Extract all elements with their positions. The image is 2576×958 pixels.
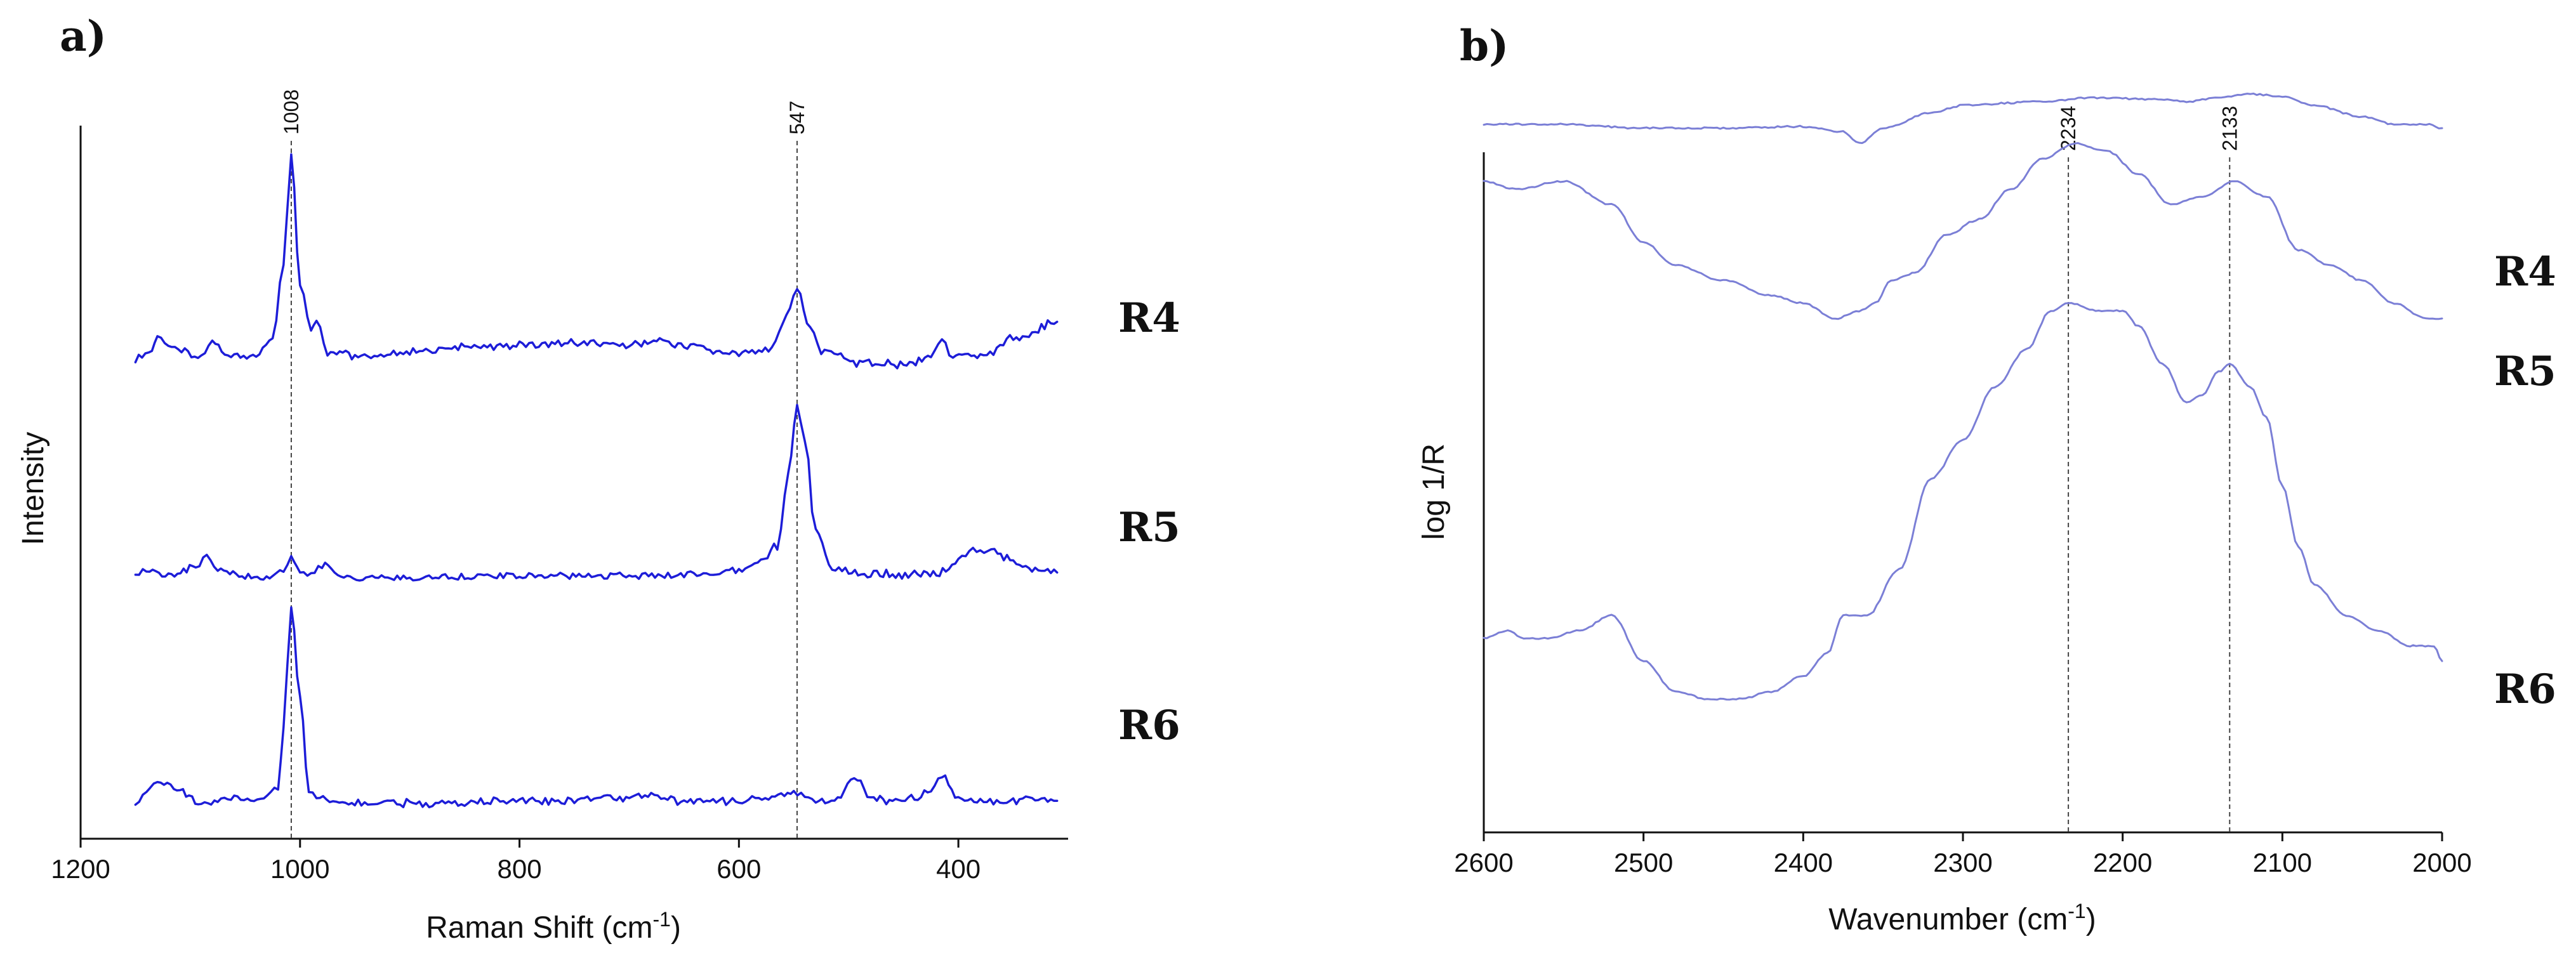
panel-a-trace-r5 <box>134 404 1059 582</box>
panel-a-x-tick-label: 400 <box>936 854 981 884</box>
panel-a-x-tick-label: 1200 <box>51 854 110 884</box>
panel-a-x-tick-label: 1000 <box>270 854 329 884</box>
panel-a-letter: a) <box>60 11 107 61</box>
panel-b-x-tick-label: 2200 <box>2093 848 2152 877</box>
panel-b-letter: b) <box>1460 21 1509 70</box>
panel-b-y-axis-title: log 1/R <box>1417 443 1451 540</box>
panel-a-trace-r6 <box>134 606 1059 809</box>
panel-b-x-axis-title: Wavenumber (cm-1) <box>1828 900 2096 936</box>
panel-b-x-axis-title-sup: -1 <box>2068 900 2085 922</box>
panel-b-reference-lines: 2234 2133 <box>2057 106 2241 832</box>
panel-b-reference-label: 2133 <box>2218 106 2241 151</box>
panel-b-series-label-r4: R4 <box>2494 248 2556 296</box>
panel-b-x-tick-label: 2100 <box>2253 848 2312 877</box>
panel-b-x-tick-label: 2500 <box>1614 848 1673 877</box>
panel-a-x-tick-label: 600 <box>717 854 761 884</box>
panel-a-series-label-r6: R6 <box>1118 702 1180 749</box>
panel-a: a) Intensity Raman Shift (cm-1) 1200 1000… <box>17 11 1180 945</box>
panel-a-traces <box>134 153 1059 809</box>
panel-b-traces <box>1483 93 2443 701</box>
panel-b-series-label-r6: R6 <box>2494 666 2556 713</box>
panel-a-trace-r4 <box>134 153 1059 370</box>
panel-a-x-axis-title-tail: ) <box>671 911 681 945</box>
panel-a-reference-label: 1008 <box>280 89 303 135</box>
panel-b-trace-r5 <box>1483 142 2443 320</box>
panel-a-y-axis-title: Intensity <box>17 432 50 546</box>
panel-a-x-axis-title: Raman Shift (cm-1) <box>426 908 681 945</box>
panel-b-x-tick-label: 2600 <box>1454 848 1513 877</box>
panel-a-x-axis-title-main: Raman Shift (cm <box>426 911 652 945</box>
panel-a-reference-lines: 1008 547 <box>280 89 809 839</box>
panel-b-x-tick-label: 2400 <box>1774 848 1833 877</box>
panel-a-x-axis-title-sup: -1 <box>652 908 670 931</box>
panel-b-series-label-r5: R5 <box>2494 348 2556 395</box>
panel-b-x-tick-label: 2300 <box>1933 848 1992 877</box>
panel-b: b) log 1/R Wavenumber (cm-1) 2600 2500 240… <box>1417 21 2556 936</box>
panel-b-trace-r6 <box>1483 302 2443 701</box>
panel-b-x-axis-title-tail: ) <box>2086 903 2096 936</box>
panel-b-trace-r4 <box>1483 93 2443 144</box>
panel-a-series-label-r5: R5 <box>1118 504 1180 551</box>
panel-b-x-axis-title-main: Wavenumber (cm <box>1828 903 2068 936</box>
panel-b-x-ticks: 2600 2500 2400 2300 2200 2100 2000 <box>1454 832 2472 877</box>
panel-a-x-ticks: 1200 1000 800 600 400 <box>51 839 981 884</box>
panel-a-reference-label: 547 <box>786 101 809 135</box>
panel-b-x-tick-label: 2000 <box>2412 848 2471 877</box>
panel-a-series-label-r4: R4 <box>1118 294 1180 342</box>
panel-a-x-tick-label: 800 <box>498 854 542 884</box>
